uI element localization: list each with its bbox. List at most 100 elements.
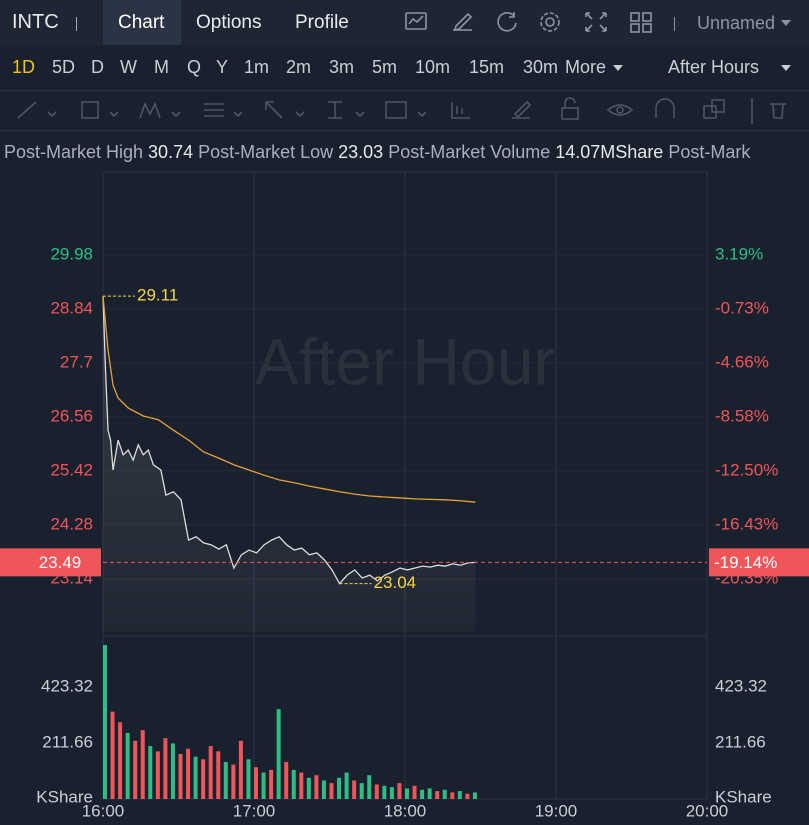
volume-bar [118,722,123,799]
drawing-toolbar[interactable] [0,90,809,131]
price-line [102,296,476,585]
tab[interactable]: Chart [118,12,165,33]
volume-bar [216,751,221,799]
period-button[interactable]: 1D [12,57,36,77]
watermark: After Hour [255,324,556,398]
period-button[interactable]: D [91,57,104,77]
volume-tick-label: 211.66 [42,732,93,751]
stat-label: Post-Mark [668,142,751,162]
volume-bar [201,759,206,799]
average-line [102,296,476,503]
more-button[interactable]: More [565,57,607,77]
volume-bar [208,746,213,799]
period-button[interactable]: M [154,57,169,77]
volume-bar [359,783,364,799]
period-button[interactable]: 30m [523,57,559,77]
volume-bar [186,748,191,799]
annotation-label: 23.04 [374,573,417,592]
volume-bar [321,780,326,799]
volume-bar [223,761,228,799]
volume-bar [306,777,311,799]
volume-bar [178,754,183,799]
volume-bar [420,789,425,799]
volume-tick-label: 423.32 [715,676,767,695]
volume-bar [148,746,153,799]
volume-bar [337,777,342,799]
volume-unit: KShare [715,787,772,806]
volume-bar [284,761,289,799]
annotation-label: 29.11 [137,286,178,305]
dropdown-arrow [613,65,623,71]
x-tick-label: 20:00 [686,801,729,820]
volume-bar [276,709,281,799]
volume-bar [450,792,455,799]
volume-bar [457,791,462,799]
y2-tick-label: -8.58% [715,406,769,425]
y2-tick-label: -4.66% [715,353,769,372]
last-price-box [0,548,101,577]
period-button[interactable]: W [120,57,137,77]
dropdown-arrow [781,20,791,26]
volume-bar [246,759,251,799]
price-area [103,296,476,632]
volume-bar [374,784,379,799]
period-button[interactable]: 5m [372,57,398,77]
period-button[interactable]: 1m [244,57,270,77]
volume-bar [291,769,296,799]
last-price-label: 23.49 [39,553,82,572]
volume-bar [367,775,372,799]
volume-bar [442,789,447,799]
last-change-box [709,548,809,577]
volume-bar [397,783,402,799]
dropdown-arrow [781,65,791,71]
volume-bar [352,780,357,799]
period-button[interactable]: Y [216,57,229,77]
y2-tick-label: -0.73% [715,298,769,317]
period-button[interactable]: 15m [469,57,505,77]
volume-bar [170,743,175,799]
y2-tick-label: -16.43% [715,515,778,534]
x-tick-label: 18:00 [384,801,427,820]
stat-value: 14.07MShare [555,142,664,162]
volume-bar [125,732,130,799]
volume-bar [163,738,168,799]
session-select[interactable]: After Hours [668,57,760,77]
volume-bar [472,792,477,799]
volume-bar [254,767,258,799]
volume-bar [382,785,387,799]
x-tick-label: 17:00 [233,801,276,820]
volume-tick-label: 423.32 [41,676,93,695]
volume-bar [314,775,319,799]
volume-bar [155,751,160,799]
period-button[interactable]: 10m [415,57,451,77]
volume-bar [269,769,274,799]
period-button[interactable]: 5D [52,57,76,77]
volume-bar [110,711,115,799]
y-tick-label: 26.56 [50,406,93,425]
period-button[interactable]: 2m [286,57,312,77]
y-tick-label: 24.28 [50,514,93,533]
volume-unit: KShare [36,787,93,806]
volume-bar [140,730,145,799]
volume-bar [427,788,432,799]
stats-bar: Post-Market High 30.74 Post-Market Low 23.0… [4,130,809,172]
layout-name[interactable]: Unnamed [697,13,776,33]
x-tick-label: 19:00 [535,801,578,820]
stat-value: 23.03 [338,142,384,162]
stat-value: 30.74 [148,142,194,162]
volume-bar [231,764,236,799]
y-tick-label: 25.42 [50,460,93,479]
period-button[interactable]: 3m [329,57,355,77]
stat-label: Post-Market High [4,142,144,162]
volume-bar [299,772,304,799]
volume-bar [465,793,470,799]
volume-bar [435,791,440,799]
tab[interactable]: Profile [295,12,349,33]
tab[interactable]: Options [196,12,262,33]
volume-bar [389,787,394,799]
period-button[interactable]: Q [187,57,202,77]
volume-bar [344,772,349,799]
header-icons[interactable] [400,8,670,38]
